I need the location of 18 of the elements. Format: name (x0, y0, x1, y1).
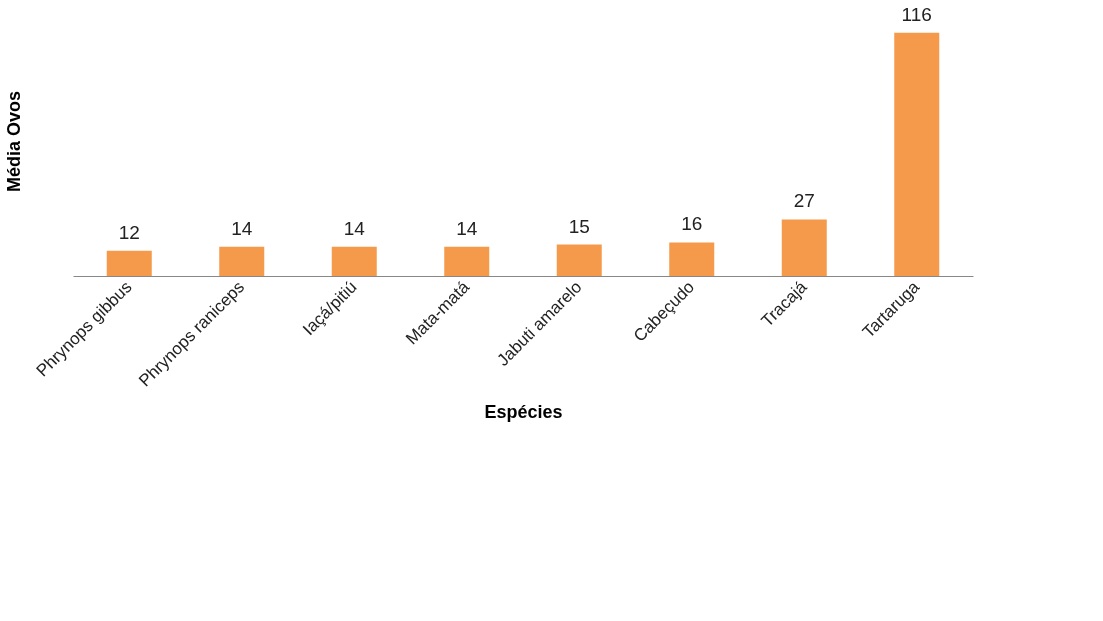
bar (106, 250, 152, 276)
y-axis-title: Média Ovos (3, 90, 24, 193)
bar (781, 219, 827, 276)
data-label: 14 (231, 217, 253, 239)
bar (331, 246, 377, 276)
bar (219, 246, 265, 276)
bar (669, 242, 715, 276)
bar (894, 32, 940, 276)
data-label: 15 (568, 215, 590, 237)
x-axis-title: Espécies (484, 401, 563, 422)
data-label: 116 (901, 3, 932, 25)
data-label: 14 (343, 217, 366, 239)
data-label: 27 (793, 190, 815, 212)
data-label: 14 (456, 217, 478, 239)
bar (556, 244, 602, 276)
data-label: 12 (118, 221, 140, 243)
data-label: 16 (681, 213, 703, 235)
bar (444, 246, 490, 276)
